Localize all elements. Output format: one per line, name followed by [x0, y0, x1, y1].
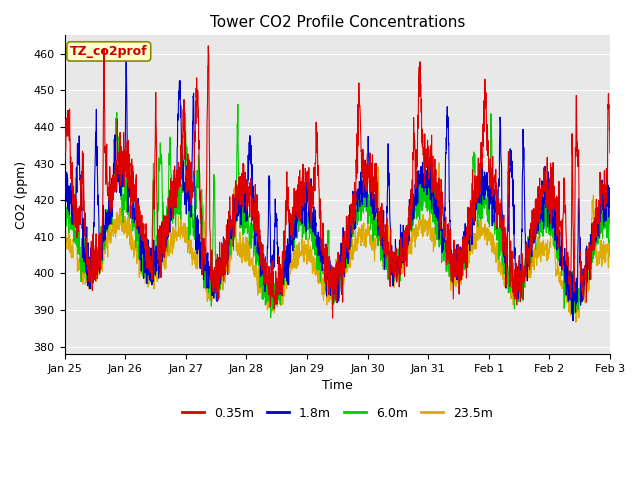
- Legend: 0.35m, 1.8m, 6.0m, 23.5m: 0.35m, 1.8m, 6.0m, 23.5m: [177, 402, 498, 425]
- X-axis label: Time: Time: [322, 379, 353, 392]
- Title: Tower CO2 Profile Concentrations: Tower CO2 Profile Concentrations: [209, 15, 465, 30]
- Y-axis label: CO2 (ppm): CO2 (ppm): [15, 161, 28, 229]
- Text: TZ_co2prof: TZ_co2prof: [70, 45, 148, 58]
